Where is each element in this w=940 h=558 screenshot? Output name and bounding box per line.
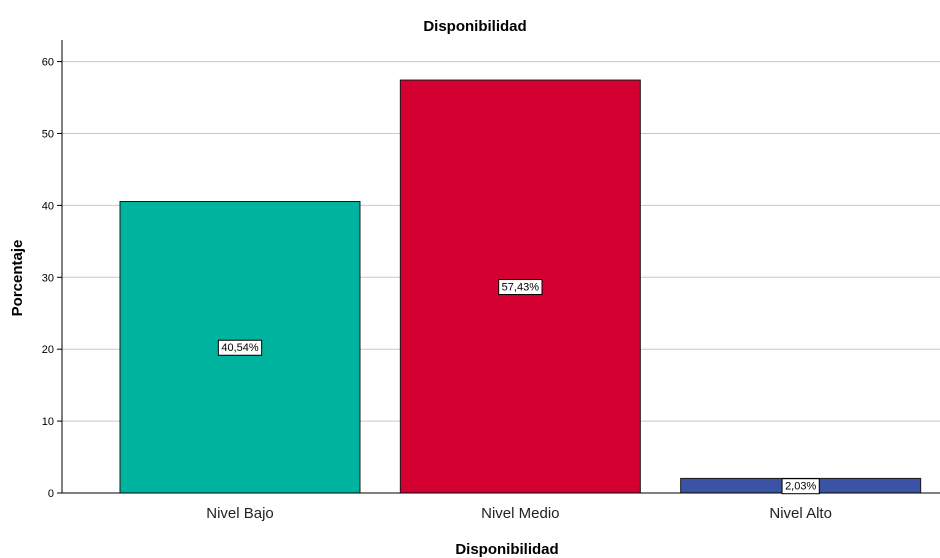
- data-label-text: 2,03%: [785, 481, 816, 493]
- x-tick-label: Nivel Bajo: [206, 505, 274, 522]
- y-tick-label: 20: [42, 344, 54, 356]
- x-axis-label: Disponibilidad: [455, 541, 558, 558]
- data-label: 40,54%: [217, 339, 263, 356]
- data-label: 2,03%: [781, 478, 820, 495]
- chart-title: Disponibilidad: [423, 18, 526, 35]
- data-label: 57,43%: [498, 279, 543, 296]
- x-tick-label: Nivel Alto: [769, 505, 832, 522]
- y-tick-label: 30: [42, 272, 54, 284]
- data-label-box: [498, 279, 543, 296]
- y-tick-label: 0: [48, 488, 54, 500]
- data-label-box: [781, 478, 820, 495]
- x-tick-label: Nivel Medio: [481, 505, 559, 522]
- data-label-box: [217, 339, 263, 356]
- y-ticks: 0 10 20 30 40 50 60: [42, 57, 62, 500]
- x-ticks: Nivel Bajo Nivel Medio Nivel Alto: [206, 505, 832, 522]
- data-labels: 40,54% 57,43% 2,03%: [217, 279, 820, 495]
- y-tick-label: 40: [42, 200, 54, 212]
- data-label-text: 40,54%: [221, 342, 259, 354]
- y-tick-label: 60: [42, 57, 54, 69]
- y-tick-label: 50: [42, 128, 54, 140]
- y-tick-label: 10: [42, 416, 54, 428]
- y-axis-label: Porcentaje: [9, 240, 26, 317]
- data-label-text: 57,43%: [502, 282, 540, 294]
